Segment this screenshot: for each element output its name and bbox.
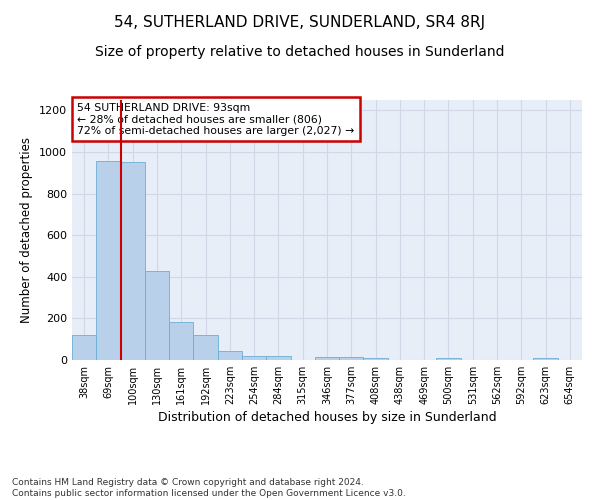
Text: 54 SUTHERLAND DRIVE: 93sqm
← 28% of detached houses are smaller (806)
72% of sem: 54 SUTHERLAND DRIVE: 93sqm ← 28% of deta… [77, 102, 355, 136]
Bar [193, 335, 218, 360]
X-axis label: Distribution of detached houses by size in Sunderland: Distribution of detached houses by size … [158, 411, 496, 424]
Bar [242, 356, 266, 360]
Bar [339, 357, 364, 360]
Text: 54, SUTHERLAND DRIVE, SUNDERLAND, SR4 8RJ: 54, SUTHERLAND DRIVE, SUNDERLAND, SR4 8R… [115, 15, 485, 30]
Text: Size of property relative to detached houses in Sunderland: Size of property relative to detached ho… [95, 45, 505, 59]
Bar [121, 162, 145, 360]
Bar [145, 270, 169, 360]
Bar [169, 322, 193, 360]
Bar [266, 356, 290, 360]
Bar [533, 358, 558, 360]
Text: Contains HM Land Registry data © Crown copyright and database right 2024.
Contai: Contains HM Land Registry data © Crown c… [12, 478, 406, 498]
Bar [218, 350, 242, 360]
Bar [96, 162, 121, 360]
Bar [72, 335, 96, 360]
Y-axis label: Number of detached properties: Number of detached properties [20, 137, 34, 323]
Bar [315, 357, 339, 360]
Bar [364, 358, 388, 360]
Bar [436, 358, 461, 360]
